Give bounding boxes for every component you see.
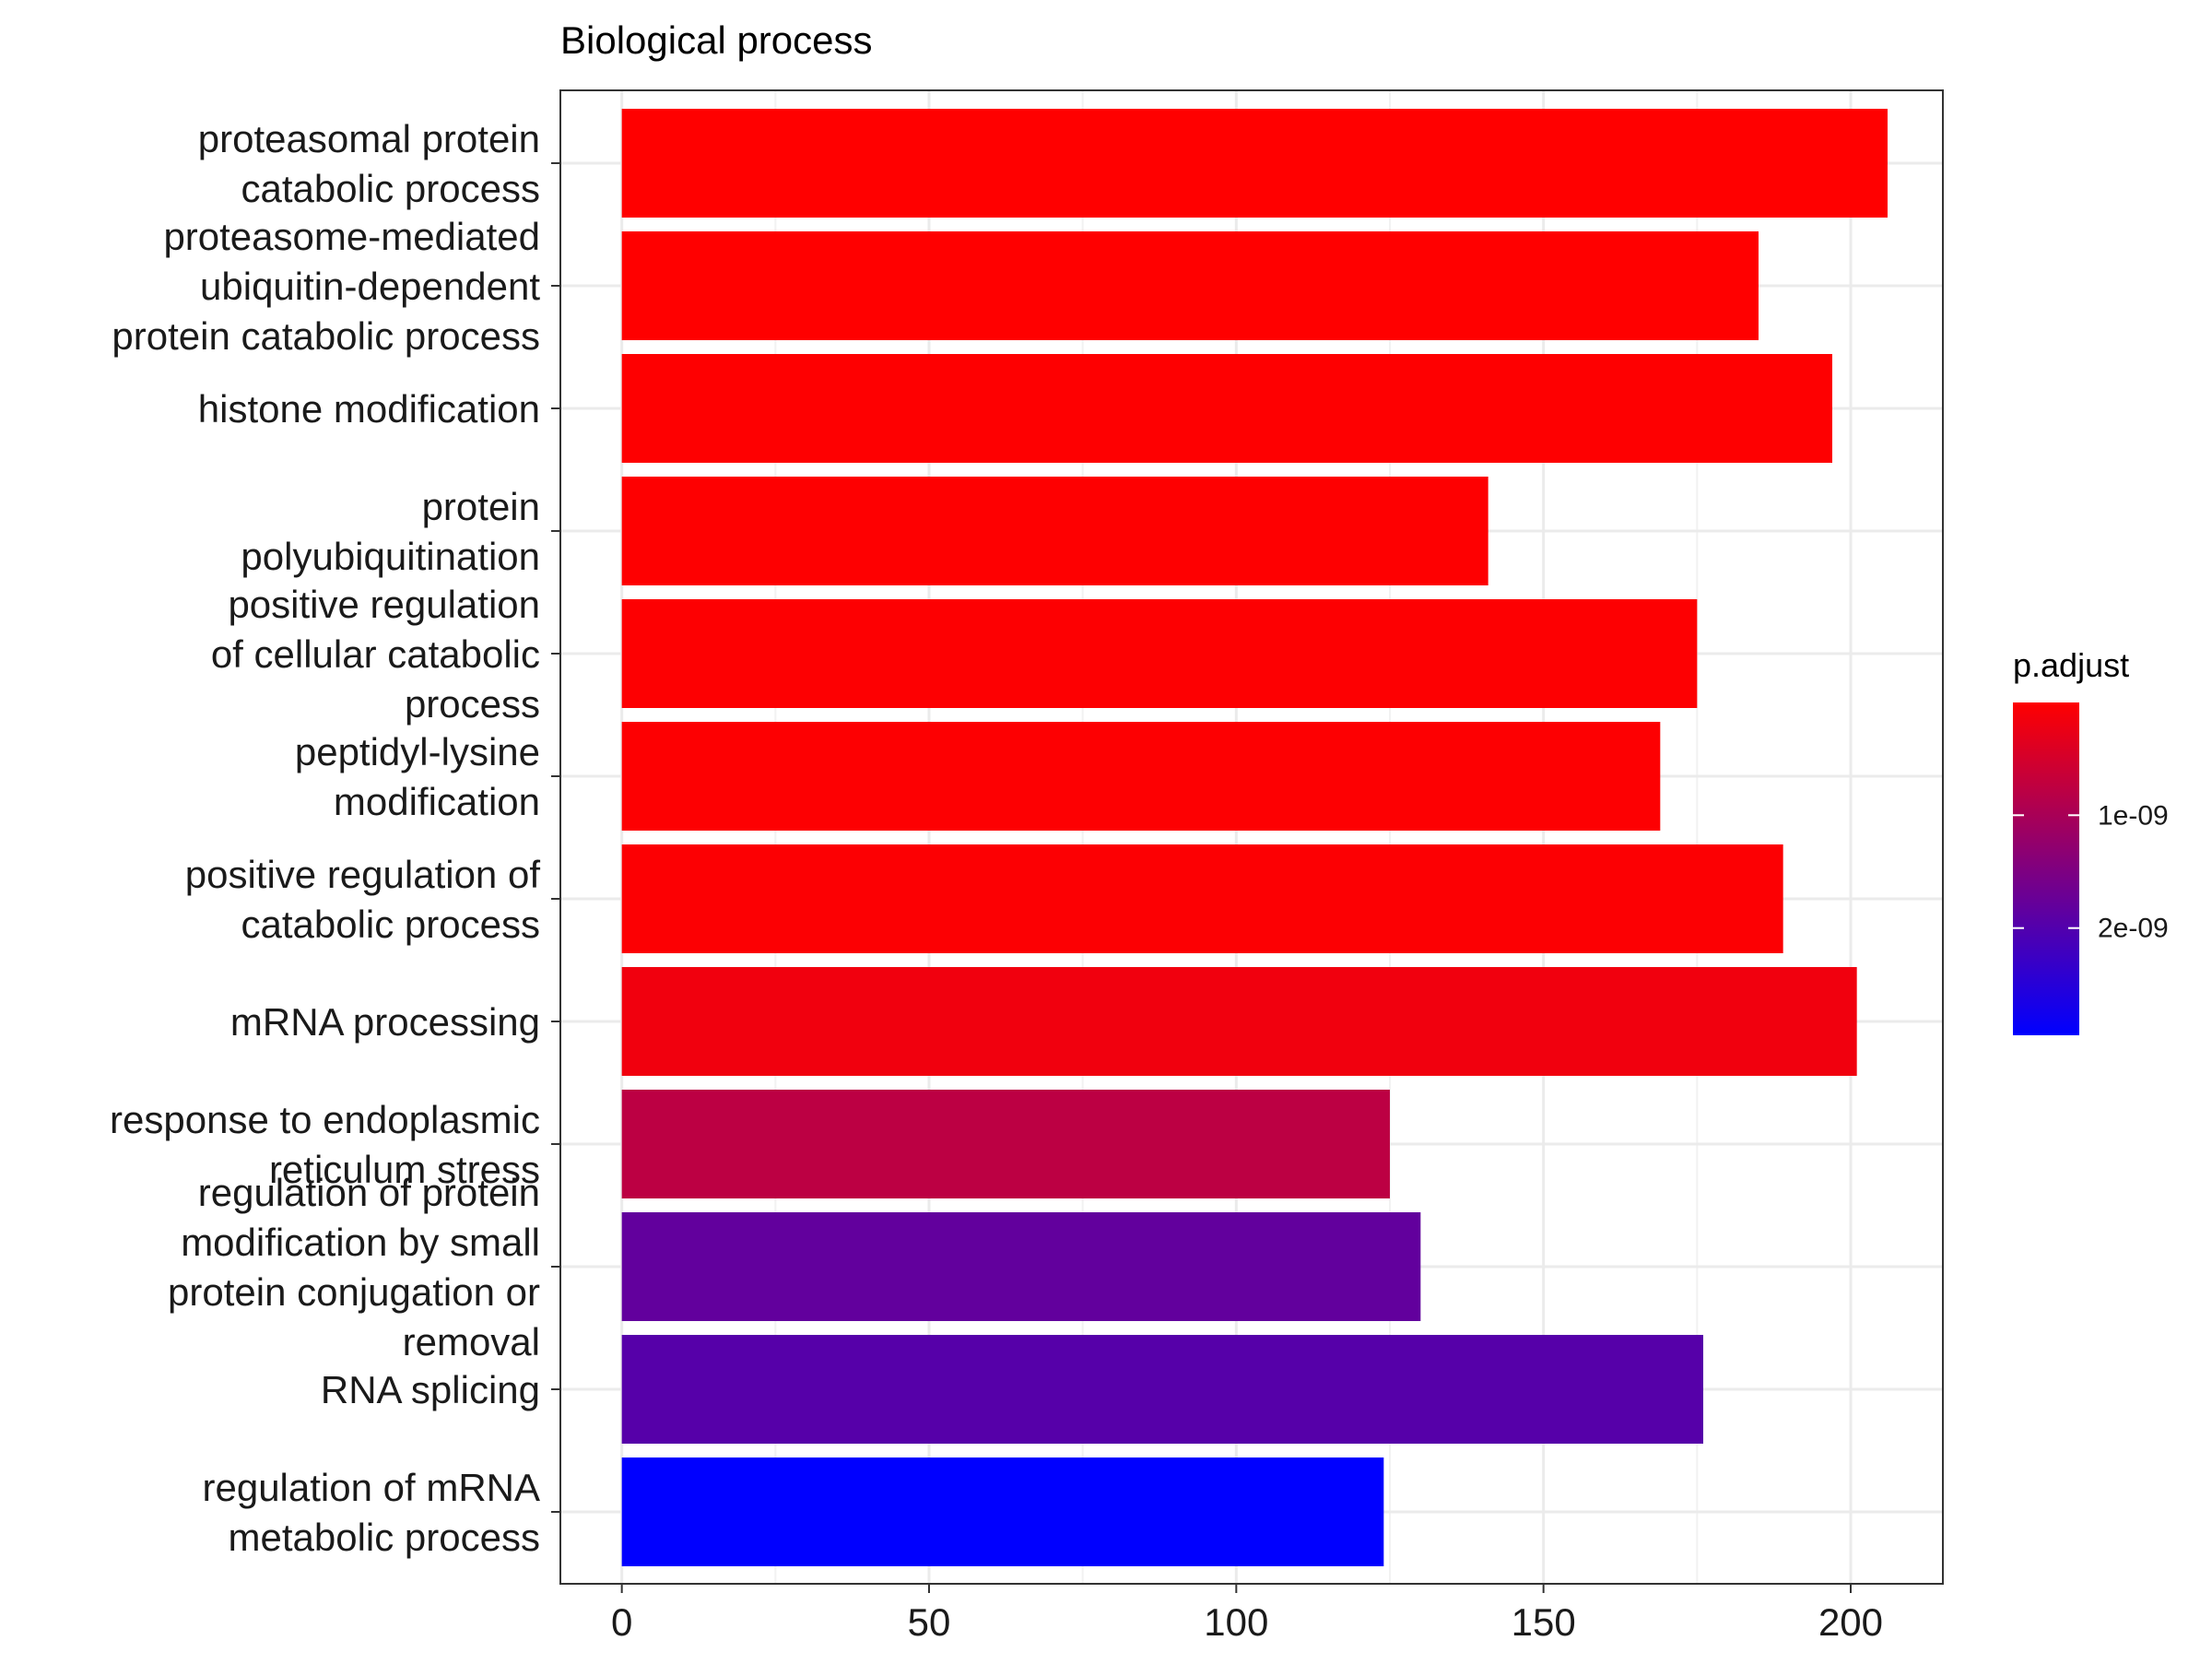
y-tick-label: mRNA processing: [230, 1000, 540, 1044]
bar: [621, 599, 1698, 708]
bar: [621, 231, 1759, 340]
bar: [621, 354, 1832, 463]
y-tick-label: peptidyl-lysine modification: [295, 730, 540, 823]
y-tick-label: histone modification: [198, 387, 540, 431]
y-axis: proteasomal protein catabolic processprot…: [110, 117, 560, 1559]
bar: [621, 109, 1888, 218]
colorbar-tick-label: 2e-09: [2098, 914, 2169, 944]
y-tick-label: positive regulation of cellular catabolic…: [211, 583, 540, 726]
colorbar: [2013, 702, 2079, 1035]
y-tick-label: proteasomal protein catabolic process: [198, 117, 540, 210]
y-tick-label: regulation of protein modification by sma…: [168, 1171, 540, 1363]
x-tick-label: 150: [1512, 1600, 1576, 1644]
bar: [621, 1090, 1390, 1198]
y-tick-label: response to endoplasmic reticulum stress: [110, 1098, 540, 1191]
y-tick-label: protein polyubiquitination: [241, 485, 540, 578]
panel-border: [559, 89, 1944, 1585]
bars: [621, 109, 1888, 1566]
legend-title: p.adjust: [2013, 646, 2129, 684]
bar: [621, 967, 1857, 1076]
bar: [621, 844, 1783, 953]
y-tick-label: RNA splicing: [321, 1368, 540, 1411]
y-tick-label: regulation of mRNA metabolic process: [203, 1466, 541, 1559]
x-tick-label: 0: [611, 1600, 632, 1644]
bar: [621, 1335, 1703, 1444]
x-tick-label: 50: [908, 1600, 951, 1644]
bar: [621, 477, 1488, 585]
y-tick-label: positive regulation of catabolic process: [185, 853, 541, 946]
bar: [621, 1212, 1421, 1321]
bar: [621, 1457, 1384, 1566]
colorbar-tick-label: 1e-09: [2098, 800, 2169, 831]
chart-title: Biological process: [560, 18, 873, 62]
x-axis: 0 50 100 150 200: [611, 1584, 1883, 1644]
color-legend: p.adjust 1e-09 2e-09: [2013, 646, 2169, 1035]
x-tick-label: 200: [1818, 1600, 1883, 1644]
bar: [621, 722, 1661, 831]
y-tick-label: proteasome-mediated ubiquitin-dependent pr…: [112, 215, 540, 358]
x-tick-label: 100: [1204, 1600, 1268, 1644]
